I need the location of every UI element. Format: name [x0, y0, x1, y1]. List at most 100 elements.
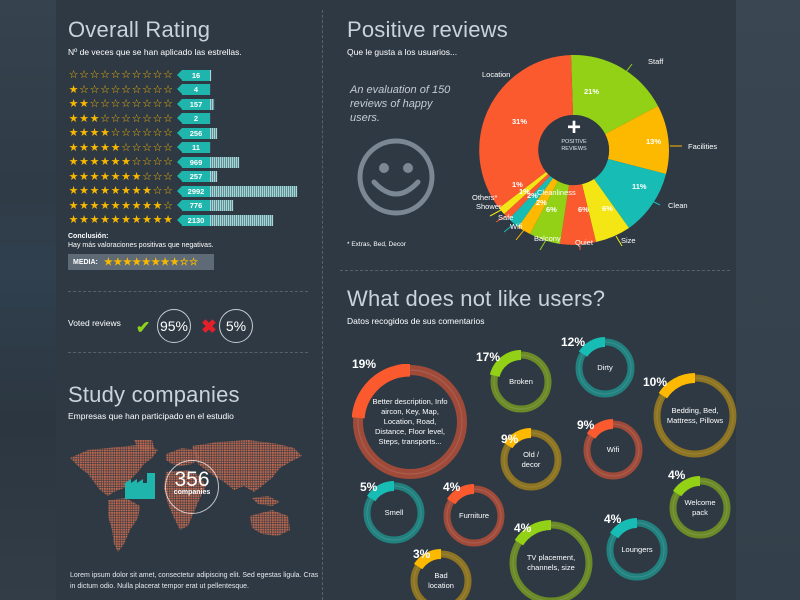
star-icon: ☆ [110, 112, 121, 125]
negative-title: What does not like users? [347, 286, 606, 311]
study-companies-title: Study companies [68, 382, 240, 407]
pie-category-label: Balcony [534, 234, 561, 243]
ring-chart [606, 518, 668, 581]
star-icon: ★ [68, 83, 79, 96]
ring-label: Wifi [606, 445, 620, 454]
star-icon: ☆ [142, 127, 152, 140]
media-box: MEDIA: ★★★★★★★★☆☆ [68, 254, 214, 270]
conclusion-text: Hay más valoraciones positivas que negat… [68, 242, 214, 249]
star-icon: ★ [152, 199, 163, 212]
star-icon: ★ [163, 214, 173, 227]
star-icon: ☆ [110, 69, 121, 82]
ring-chart [583, 419, 643, 480]
star-icon: ★ [79, 127, 89, 140]
star-icon: ★ [68, 185, 79, 198]
rating-bar [210, 113, 211, 125]
rating-bar [210, 84, 211, 96]
overall-rating-title: Overall Rating [68, 17, 211, 42]
rating-row: ★ ★ ☆ ☆ ☆ ☆ ☆ ☆ ☆ ☆ 157 [68, 97, 298, 112]
background-left [0, 0, 56, 600]
star-icon: ★ [142, 199, 152, 212]
star-icon: ★ [121, 170, 131, 183]
star-icon: ★ [100, 156, 110, 169]
rating-count: 257 [177, 171, 210, 183]
pie-percent-label: 21% [584, 87, 600, 96]
overall-rating-subtitle: Nº de veces que se han aplicado las estr… [68, 47, 242, 57]
star-icon: ★ [100, 185, 110, 198]
star-rating: ★ ★ ★ ★ ★ ★ ★ ☆ ☆ ☆ [68, 171, 176, 183]
rating-row: ★ ★ ★ ★ ★ ☆ ☆ ☆ ☆ ☆ 11 [68, 141, 298, 156]
star-icon: ★ [100, 127, 110, 140]
star-icon: ☆ [142, 170, 152, 183]
pie-percent-label: 1% [519, 187, 530, 196]
pie-percent-label: 2% [527, 191, 538, 200]
star-icon: ☆ [152, 156, 163, 169]
star-icon: ★ [89, 127, 100, 140]
rating-count: 776 [177, 200, 210, 212]
companies-count-badge: 356 companies [165, 460, 219, 514]
star-icon: ☆ [131, 83, 142, 96]
star-icon: ★ [152, 214, 163, 227]
rating-row: ★ ★ ★ ☆ ☆ ☆ ☆ ☆ ☆ ☆ 2 [68, 112, 298, 127]
star-icon: ★ [110, 156, 121, 169]
rating-count: 2 [177, 113, 210, 125]
pie-center: + POSITIVE REVIEWS [546, 116, 602, 153]
star-icon: ☆ [142, 156, 152, 169]
star-icon: ★ [110, 199, 121, 212]
star-icon: ☆ [163, 127, 173, 140]
star-icon: ★ [131, 170, 142, 183]
pie-category-label: Facilities [688, 142, 718, 151]
star-icon: ☆ [89, 83, 100, 96]
rating-row: ★ ★ ★ ★ ★ ★ ★ ★ ☆ ☆ 2992 [68, 184, 298, 199]
ring-percent: 10% [643, 375, 668, 389]
star-rating: ☆ ☆ ☆ ☆ ☆ ☆ ☆ ☆ ☆ ☆ [68, 69, 176, 81]
star-icon: ☆ [131, 98, 142, 111]
ring-percent: 4% [668, 468, 686, 482]
star-icon: ☆ [152, 127, 163, 140]
pie-percent-label: 6% [602, 204, 613, 213]
ring-percent: 4% [604, 512, 622, 526]
star-icon: ☆ [100, 83, 110, 96]
star-rating: ★ ★ ★ ★ ★ ★ ★ ★ ★ ★ [68, 214, 176, 226]
rating-count: 4 [177, 84, 210, 96]
star-icon: ☆ [152, 141, 163, 154]
pie-category-label: Clean [668, 201, 688, 210]
pie-percent-label: 31% [512, 117, 528, 126]
ring-chart [509, 520, 593, 600]
factory-icon [125, 473, 155, 499]
ring-label: Bedding, Bed, Mattress, Pillows [666, 406, 724, 425]
pie-percent-label: 2% [536, 198, 547, 207]
check-icon: ✔ [136, 318, 151, 337]
rating-row: ★ ★ ★ ★ ★ ★ ☆ ☆ ☆ ☆ 969 [68, 155, 298, 170]
ring-label: Old / decor [521, 450, 541, 469]
rating-row: ★ ☆ ☆ ☆ ☆ ☆ ☆ ☆ ☆ ☆ 4 [68, 83, 298, 98]
star-icon: ☆ [152, 185, 163, 198]
star-icon: ★ [100, 214, 110, 227]
ring-chart [489, 350, 552, 413]
pie-percent-label: 1% [512, 180, 523, 189]
evaluation-text: An evaluation of 150 reviews of happy us… [350, 84, 451, 124]
voted-reviews-label: Voted reviews [68, 318, 121, 328]
star-icon: ★ [79, 112, 89, 125]
ring-label: Furniture [458, 511, 489, 520]
star-icon: ★ [68, 127, 79, 140]
star-icon: ☆ [100, 112, 110, 125]
star-icon: ☆ [131, 156, 142, 169]
star-icon: ★ [89, 156, 100, 169]
star-icon: ★ [79, 98, 89, 111]
rating-list: ☆ ☆ ☆ ☆ ☆ ☆ ☆ ☆ ☆ ☆ 16 ★ ☆ ☆ ☆ ☆ ☆ ☆ ☆ ☆ ☆ 4 ★ ★ ☆ ☆ ☆ ☆ ☆ ☆ ☆ ☆ 157 ★ ★ ★ ☆… [68, 68, 298, 228]
star-icon: ☆ [89, 98, 100, 111]
star-icon: ☆ [142, 112, 152, 125]
divider [340, 270, 730, 271]
ring-chart [500, 428, 562, 491]
center-label-line1: POSITIVE [561, 139, 587, 145]
rating-bar [210, 127, 218, 139]
conclusion-title: Conclusión: [68, 233, 109, 240]
star-icon: ☆ [142, 83, 152, 96]
ring-percent: 9% [501, 432, 519, 446]
star-icon: ☆ [121, 112, 131, 125]
ring-chart [575, 337, 635, 398]
companies-count: 356 [174, 468, 210, 491]
ring-label: Welcome pack [684, 498, 716, 517]
star-icon: ★ [142, 214, 152, 227]
